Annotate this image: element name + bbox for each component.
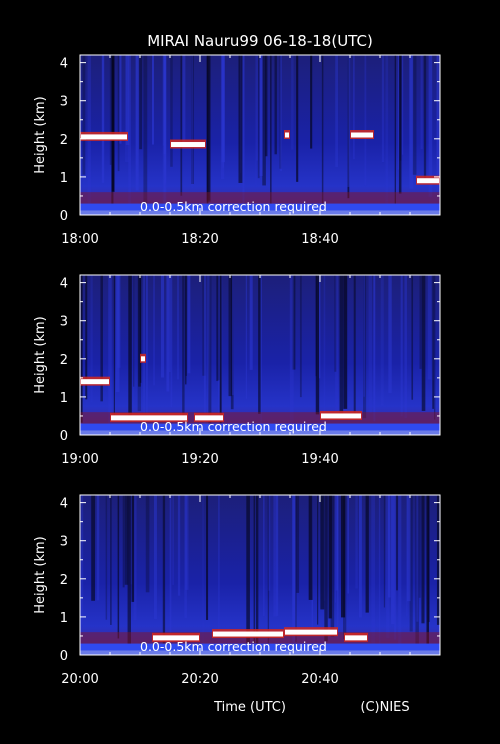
- panel-2: 0 1 2 3 4 Height (km) 19:00 19:20 19:40 0.0-0.5km…: [33, 274, 441, 467]
- near-ground-band: [80, 423, 440, 431]
- y-tick-label: 3: [60, 315, 68, 330]
- x-axis: 18:00 18:20 18:40: [61, 55, 411, 247]
- panel-3: 0 1 2 3 4 Height (km) 20:00 20:20 20:40 0.0-0.5km…: [33, 494, 441, 687]
- y-tick-label: 4: [60, 57, 68, 72]
- y-tick-label: 1: [60, 171, 68, 186]
- cloud-layer: [140, 353, 146, 363]
- backscatter-field: [80, 495, 440, 655]
- y-tick-label: 0: [60, 429, 68, 444]
- y-tick-label: 1: [60, 391, 68, 406]
- cloud-layer: [80, 376, 110, 386]
- y-axis-label: Height (km): [33, 316, 48, 393]
- x-axis: 20:00 20:20 20:40: [61, 495, 411, 687]
- cloud-layers: [80, 130, 440, 185]
- y-axis: 0 1 2 3 4: [60, 277, 440, 444]
- x-axis-label: Time (UTC): [213, 700, 286, 715]
- panel-1: 0 1 2 3 4 Height (km) 18:00 18:20 18:40 0.0-0.5km…: [33, 54, 441, 247]
- y-tick-label: 4: [60, 497, 68, 512]
- cloud-layers: [80, 353, 362, 422]
- credit-label: (C)NIES: [360, 700, 409, 715]
- y-tick-label: 2: [60, 133, 68, 148]
- cloud-layer: [284, 130, 290, 139]
- x-tick-label: 19:20: [181, 452, 218, 467]
- cloud-layer: [194, 412, 224, 422]
- y-tick-label: 0: [60, 209, 68, 224]
- correction-note: 0.0-0.5km correction required: [140, 419, 327, 434]
- y-axis: 0 1 2 3 4: [60, 497, 440, 664]
- y-tick-label: 1: [60, 611, 68, 626]
- cloud-layers: [152, 627, 368, 642]
- near-ground-band: [80, 643, 440, 651]
- x-tick-label: 19:00: [61, 452, 98, 467]
- cloud-layer: [284, 627, 338, 637]
- y-tick-label: 0: [60, 649, 68, 664]
- y-tick-label: 2: [60, 353, 68, 368]
- y-axis: 0 1 2 3 4: [60, 57, 440, 224]
- x-tick-label: 18:40: [301, 232, 338, 247]
- y-axis-label: Height (km): [33, 96, 48, 173]
- figure-title: MIRAI Nauru99 06-18-18(UTC): [147, 32, 373, 50]
- y-tick-label: 3: [60, 95, 68, 110]
- correction-note: 0.0-0.5km correction required: [140, 199, 327, 214]
- cloud-layer: [110, 412, 188, 422]
- correction-note: 0.0-0.5km correction required: [140, 639, 327, 654]
- cloud-layer: [320, 410, 362, 420]
- y-tick-label: 3: [60, 535, 68, 550]
- x-tick-label: 18:00: [61, 232, 98, 247]
- near-ground-band: [80, 203, 440, 211]
- x-tick-label: 20:20: [181, 672, 218, 687]
- cloud-layer: [80, 131, 128, 141]
- cloud-layer: [152, 632, 200, 642]
- cloud-layer: [170, 139, 206, 149]
- signal-texture: [80, 275, 441, 432]
- x-tick-label: 20:40: [301, 672, 338, 687]
- cloud-layer: [416, 175, 440, 185]
- x-tick-label: 18:20: [181, 232, 218, 247]
- x-tick-label: 20:00: [61, 672, 98, 687]
- cloud-layer: [350, 130, 374, 139]
- cloud-layer: [212, 629, 284, 639]
- y-axis-label: Height (km): [33, 536, 48, 613]
- x-tick-label: 19:40: [301, 452, 338, 467]
- y-tick-label: 2: [60, 573, 68, 588]
- signal-texture: [82, 55, 441, 214]
- cloud-layer: [344, 632, 368, 642]
- x-axis: 19:00 19:20 19:40: [61, 275, 411, 467]
- y-tick-label: 4: [60, 277, 68, 292]
